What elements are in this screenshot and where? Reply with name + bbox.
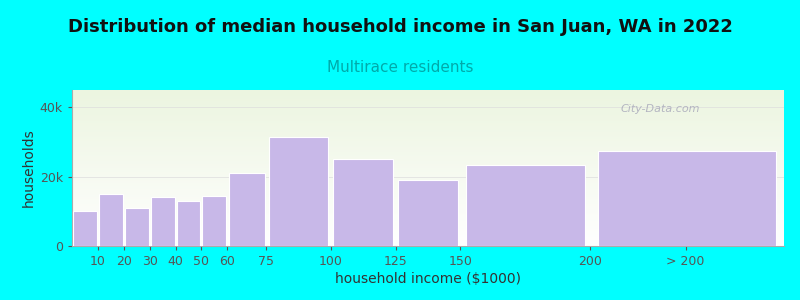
Y-axis label: households: households [22,129,36,207]
Bar [269,137,328,246]
Bar [125,208,149,246]
Bar [334,159,393,246]
Bar [398,180,458,246]
X-axis label: household income ($1000): household income ($1000) [335,272,521,286]
Bar [466,164,585,246]
Bar [202,196,226,246]
Text: Distribution of median household income in San Juan, WA in 2022: Distribution of median household income … [67,18,733,36]
Text: City-Data.com: City-Data.com [620,104,700,114]
Text: Multirace residents: Multirace residents [326,60,474,75]
Bar [229,173,265,246]
Bar [73,211,97,246]
Bar [177,201,201,246]
Bar [598,151,776,246]
Bar [99,194,122,246]
Bar [150,197,174,246]
